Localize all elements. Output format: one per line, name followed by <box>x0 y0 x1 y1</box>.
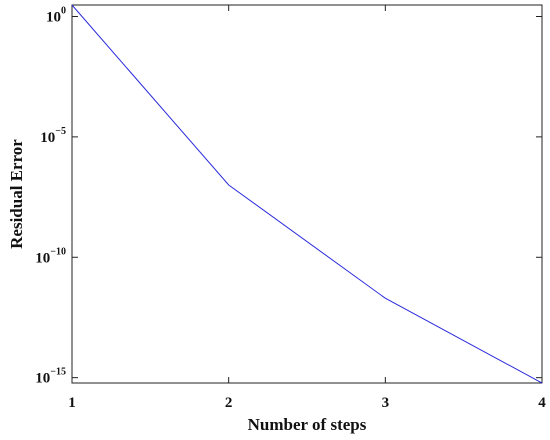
series-line <box>71 4 543 384</box>
plot-area <box>71 4 543 384</box>
x-tick-label: 1 <box>68 395 76 411</box>
y-tick-label: 10−5 <box>40 126 66 146</box>
y-axis: 100 10−5 10−10 10−15 <box>35 5 542 387</box>
x-tick-label: 2 <box>225 395 233 411</box>
y-tick-label: 10−10 <box>35 246 66 266</box>
y-tick-label: 10−15 <box>35 367 66 387</box>
x-axis-title: Number of steps <box>248 415 367 434</box>
y-tick-label: 100 <box>46 5 66 25</box>
y-axis-title: Residual Error <box>7 139 26 249</box>
x-tick-label: 4 <box>538 395 546 411</box>
x-axis: 1 2 3 4 <box>68 5 546 411</box>
x-tick-label: 3 <box>382 395 390 411</box>
